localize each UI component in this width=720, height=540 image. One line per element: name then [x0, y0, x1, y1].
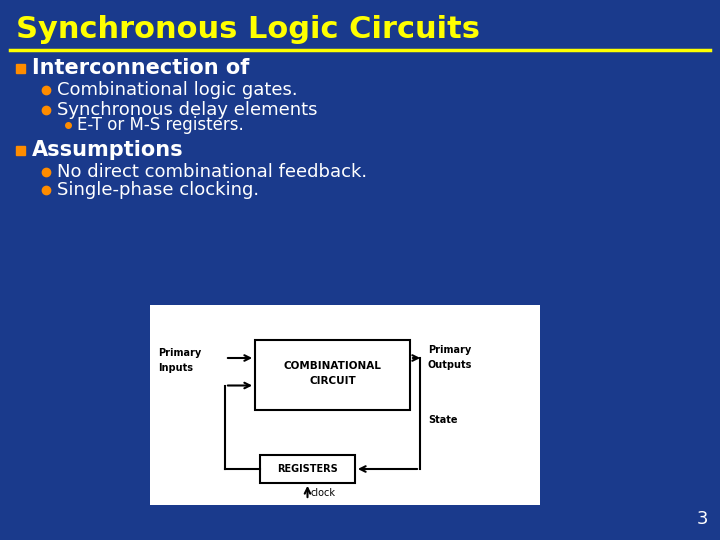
- Text: E-T or M-S registers.: E-T or M-S registers.: [77, 116, 244, 134]
- Text: Combinational logic gates.: Combinational logic gates.: [57, 81, 297, 99]
- Text: CIRCUIT: CIRCUIT: [309, 376, 356, 386]
- Text: Assumptions: Assumptions: [32, 140, 184, 160]
- Text: Synchronous delay elements: Synchronous delay elements: [57, 101, 318, 119]
- Text: Interconnection of: Interconnection of: [32, 58, 249, 78]
- Text: REGISTERS: REGISTERS: [277, 464, 338, 474]
- Bar: [16, 64, 25, 72]
- Bar: [150, 305, 540, 505]
- Text: Single-phase clocking.: Single-phase clocking.: [57, 181, 259, 199]
- Text: Synchronous Logic Circuits: Synchronous Logic Circuits: [16, 16, 480, 44]
- Text: COMBINATIONAL: COMBINATIONAL: [284, 361, 382, 371]
- Text: Outputs: Outputs: [428, 360, 472, 370]
- Text: Primary: Primary: [428, 345, 472, 355]
- Text: No direct combinational feedback.: No direct combinational feedback.: [57, 163, 367, 181]
- Text: State: State: [428, 415, 457, 425]
- Text: 3: 3: [696, 510, 708, 528]
- Text: Inputs: Inputs: [158, 363, 193, 373]
- Bar: [16, 145, 25, 154]
- Bar: [255, 340, 410, 410]
- Bar: [260, 455, 355, 483]
- Text: Primary: Primary: [158, 348, 202, 358]
- Text: clock: clock: [310, 488, 336, 498]
